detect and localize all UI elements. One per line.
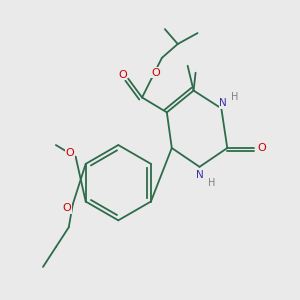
- Text: O: O: [62, 203, 71, 214]
- Text: O: O: [258, 143, 266, 153]
- Text: N: N: [219, 98, 227, 108]
- Text: N: N: [196, 170, 203, 180]
- Text: O: O: [118, 70, 127, 80]
- Text: H: H: [208, 178, 215, 188]
- Text: O: O: [152, 68, 160, 78]
- Text: O: O: [65, 148, 74, 158]
- Text: H: H: [230, 92, 238, 101]
